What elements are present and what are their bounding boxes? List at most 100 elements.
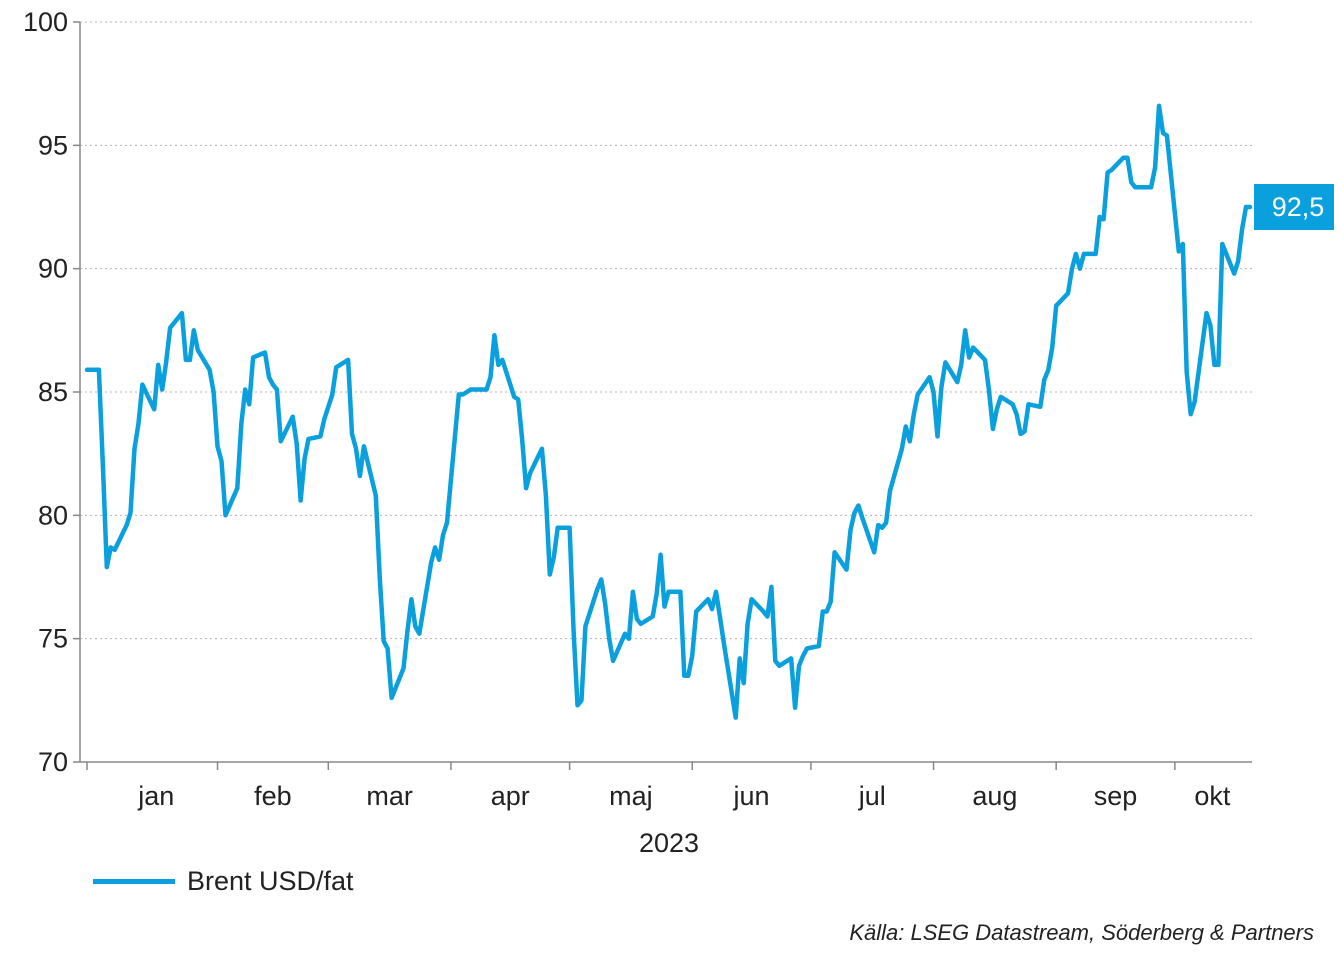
series-layer	[84, 103, 1253, 720]
data-point	[496, 363, 500, 367]
data-point	[1074, 252, 1078, 256]
data-point	[595, 587, 599, 591]
data-point	[908, 439, 912, 443]
data-point	[987, 388, 991, 391]
data-point	[402, 666, 405, 670]
data-point	[235, 486, 239, 490]
data-point	[512, 395, 516, 399]
data-point	[437, 558, 441, 562]
data-point	[710, 607, 714, 611]
x-tick-label-sep: sep	[1094, 781, 1138, 811]
data-point	[663, 605, 666, 609]
data-point	[168, 326, 172, 330]
data-point	[1038, 405, 1042, 409]
data-point	[489, 375, 492, 379]
data-point	[655, 592, 659, 596]
data-point	[433, 545, 437, 549]
x-tick-label-feb: feb	[254, 781, 292, 811]
data-point	[1106, 171, 1110, 174]
data-point	[140, 383, 144, 387]
data-point	[1177, 249, 1181, 253]
data-point	[912, 412, 916, 416]
data-point	[492, 333, 496, 337]
data-point	[876, 523, 880, 527]
data-point	[105, 565, 109, 569]
data-point	[1157, 104, 1161, 108]
data-point	[659, 553, 663, 557]
data-point	[963, 328, 967, 332]
data-point	[378, 575, 382, 579]
data-point	[441, 533, 445, 537]
data-point	[220, 459, 223, 463]
data-point	[1165, 134, 1169, 137]
data-point	[556, 526, 560, 530]
data-point	[916, 393, 920, 396]
data-point	[1042, 378, 1046, 382]
data-point	[884, 521, 888, 525]
data-point	[461, 393, 465, 396]
data-point	[742, 681, 746, 685]
data-point	[627, 637, 631, 641]
x-axis-title: 2023	[639, 828, 699, 858]
data-point	[247, 402, 251, 406]
data-point	[568, 526, 572, 530]
data-point	[216, 444, 219, 448]
data-point	[208, 368, 212, 372]
x-tick-label-aug: aug	[972, 781, 1017, 811]
data-point	[445, 521, 449, 525]
data-point	[852, 511, 856, 515]
data-point	[528, 471, 532, 475]
data-point	[85, 368, 89, 372]
data-point	[156, 363, 160, 367]
data-point	[271, 383, 275, 387]
data-point	[113, 548, 117, 552]
data-point	[888, 489, 892, 493]
data-point	[1129, 180, 1133, 184]
data-point	[1161, 131, 1165, 135]
data-point	[1098, 215, 1102, 219]
data-point	[1102, 217, 1106, 221]
y-tick-label-80: 80	[38, 500, 68, 530]
data-point	[354, 447, 358, 451]
data-point	[326, 405, 330, 409]
data-point	[133, 447, 136, 451]
data-point	[1011, 402, 1015, 406]
data-point	[409, 597, 413, 601]
data-point	[1248, 205, 1252, 209]
data-point	[576, 703, 579, 707]
data-point	[999, 395, 1003, 399]
data-point	[457, 393, 461, 396]
data-point	[263, 351, 267, 354]
y-tick-label-95: 95	[38, 130, 68, 160]
data-point	[793, 706, 797, 710]
data-point	[686, 674, 690, 678]
data-point	[239, 422, 243, 426]
data-point	[860, 516, 864, 520]
data-point	[746, 622, 750, 626]
data-point	[548, 573, 552, 576]
data-point	[180, 311, 184, 315]
data-point	[160, 388, 164, 391]
data-point	[631, 590, 635, 594]
gridlines	[80, 21, 1252, 640]
data-point	[224, 513, 227, 517]
data-point	[1137, 185, 1141, 189]
data-point	[1019, 432, 1023, 436]
legend-swatch-brent	[93, 879, 175, 884]
data-point	[318, 434, 322, 438]
data-point	[611, 659, 615, 663]
data-point	[805, 647, 809, 650]
data-point	[955, 380, 959, 384]
data-point	[1070, 267, 1074, 271]
data-point	[386, 647, 390, 650]
data-point	[936, 434, 939, 438]
data-point	[164, 360, 168, 364]
data-point	[769, 585, 773, 589]
y-tick-label-75: 75	[38, 624, 68, 654]
data-point	[251, 356, 255, 359]
data-point	[192, 328, 196, 332]
data-point	[362, 444, 366, 448]
x-tick-label-maj: maj	[609, 781, 653, 811]
data-point	[279, 439, 283, 443]
data-point	[829, 600, 833, 604]
